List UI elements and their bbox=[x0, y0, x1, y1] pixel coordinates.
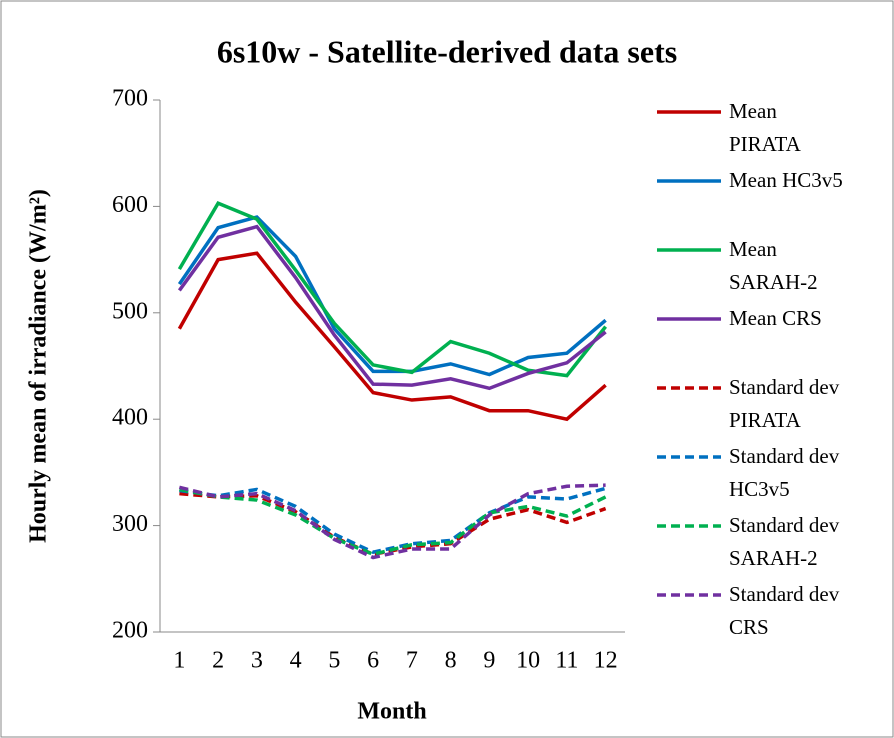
legend-label: Standard dev CRS bbox=[729, 582, 840, 639]
x-tick-label: 5 bbox=[328, 648, 340, 674]
x-tick-label: 10 bbox=[516, 648, 540, 674]
legend-swatch bbox=[657, 317, 721, 321]
y-tick-label: 200 bbox=[112, 618, 148, 644]
legend-label: Standard dev SARAH-2 bbox=[729, 513, 840, 570]
y-tick-label: 400 bbox=[112, 405, 148, 431]
legend-label: Standard dev PIRATA bbox=[729, 375, 840, 432]
y-tick-label: 300 bbox=[112, 511, 148, 537]
x-tick-label: 11 bbox=[555, 648, 578, 674]
legend-label: Standard dev HC3v5 bbox=[729, 444, 840, 501]
legend-entry: Mean PIRATA bbox=[655, 95, 851, 161]
legend-swatch bbox=[657, 179, 721, 183]
legend-entry: Mean HC3v5 bbox=[655, 164, 851, 230]
x-tick-label: 2 bbox=[212, 648, 224, 674]
y-tick-label: 600 bbox=[112, 192, 148, 218]
legend-label: Mean HC3v5 bbox=[729, 168, 843, 192]
x-axis-title: Month bbox=[357, 699, 426, 725]
legend-swatch bbox=[657, 110, 721, 114]
legend-entry: Standard dev PIRATA bbox=[655, 371, 851, 437]
legend-entry: Standard dev HC3v5 bbox=[655, 440, 851, 506]
legend-swatch bbox=[657, 593, 721, 597]
legend-entry: Mean CRS bbox=[655, 302, 851, 368]
x-tick-label: 9 bbox=[483, 648, 495, 674]
x-tick-label: 4 bbox=[290, 648, 302, 674]
x-tick-label: 8 bbox=[445, 648, 457, 674]
x-tick-label: 1 bbox=[173, 648, 185, 674]
legend-swatch bbox=[657, 248, 721, 252]
series-line bbox=[178, 483, 606, 560]
series-line bbox=[177, 215, 607, 377]
legend-entry: Standard dev SARAH-2 bbox=[655, 509, 851, 575]
legend-label: Mean CRS bbox=[729, 306, 822, 330]
legend-swatch bbox=[657, 455, 721, 459]
x-tick-label: 7 bbox=[406, 648, 418, 674]
y-tick-label: 500 bbox=[112, 298, 148, 324]
series-line bbox=[179, 487, 607, 557]
legend-label: Mean SARAH-2 bbox=[729, 237, 818, 294]
y-tick-label: 700 bbox=[112, 86, 148, 112]
legend-label: Mean PIRATA bbox=[729, 99, 801, 156]
series-line bbox=[177, 251, 607, 422]
chart-title: 6s10w - Satellite-derived data sets bbox=[217, 33, 677, 69]
x-tick-label: 6 bbox=[367, 648, 379, 674]
legend-entry: Standard dev CRS bbox=[655, 578, 851, 644]
x-tick-label: 3 bbox=[251, 648, 263, 674]
legend-entry: Mean SARAH-2 bbox=[655, 233, 851, 299]
legend-swatch bbox=[657, 524, 721, 528]
legend-swatch bbox=[657, 386, 721, 390]
x-tick-label: 12 bbox=[594, 648, 618, 674]
legend: Mean PIRATA Mean HC3v5 Mean SARAH-2 Mean CR… bbox=[655, 95, 851, 644]
y-axis-title: Hourly mean of irradiance (W/m²) bbox=[26, 189, 52, 543]
series-line bbox=[177, 224, 607, 391]
